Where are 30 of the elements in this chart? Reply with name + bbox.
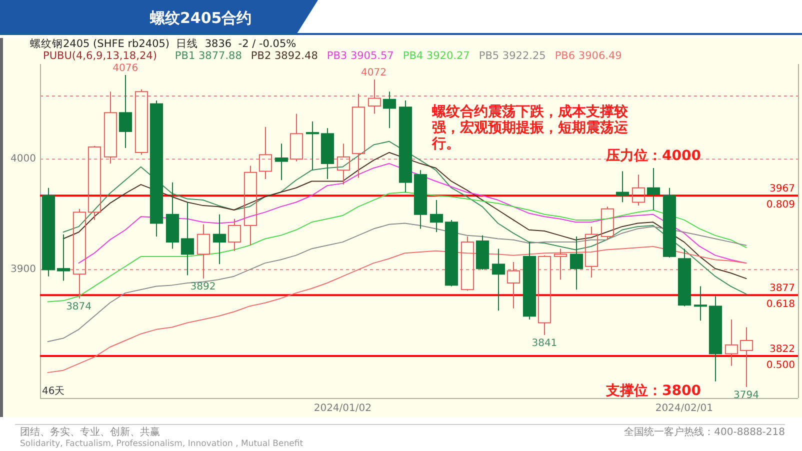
- title: 螺纹2405合约: [150, 9, 252, 27]
- ref-note: 3967: [770, 184, 795, 195]
- annotation: 3874: [66, 301, 92, 312]
- ref-note: 0.618: [766, 299, 795, 310]
- x-tick: 2024/01/02: [314, 403, 372, 414]
- x-tick: 2024/02/01: [655, 403, 713, 414]
- ref-note: 0.500: [766, 360, 795, 371]
- legend-item: PB4 3920.27: [402, 50, 470, 62]
- annotation: 3841: [532, 338, 558, 349]
- legend-item: PB2 3892.48: [250, 50, 318, 62]
- ref-note: 3877: [770, 283, 795, 294]
- annotation: 46天: [42, 386, 65, 397]
- subtitle: 螺纹钢2405 (SHFE rb2405) 日线 3836 -2 / -0.05%: [30, 38, 296, 50]
- annotation: 团结、务实、专业、创新、共赢: [20, 427, 160, 438]
- legend-title: PUBU(4,6,9,13,18,24): [43, 50, 157, 62]
- annotation: 支撑位：3800: [606, 383, 701, 399]
- ref-note: 0.809: [766, 200, 795, 211]
- annotation: 3794: [734, 390, 759, 401]
- legend-item: PB6 3906.49: [554, 50, 622, 62]
- legend-item: PB3 3905.57: [326, 50, 394, 62]
- y-tick: 3900: [10, 264, 36, 276]
- annotation: Solidarity, Factualism, Professionalism, Innovation , Mutual Benefit: [20, 439, 304, 449]
- legend-item: PB5 3922.25: [478, 50, 546, 62]
- legend-item: PB1 3877.88: [174, 50, 242, 62]
- annotation: 3892: [190, 282, 216, 293]
- annotation: 4072: [361, 67, 386, 78]
- ref-note: 3822: [770, 344, 795, 355]
- y-tick: 4000: [10, 154, 36, 165]
- annotation: 全国统一客户热线：400-8888-218: [624, 427, 785, 438]
- annotation: 4076: [112, 63, 138, 74]
